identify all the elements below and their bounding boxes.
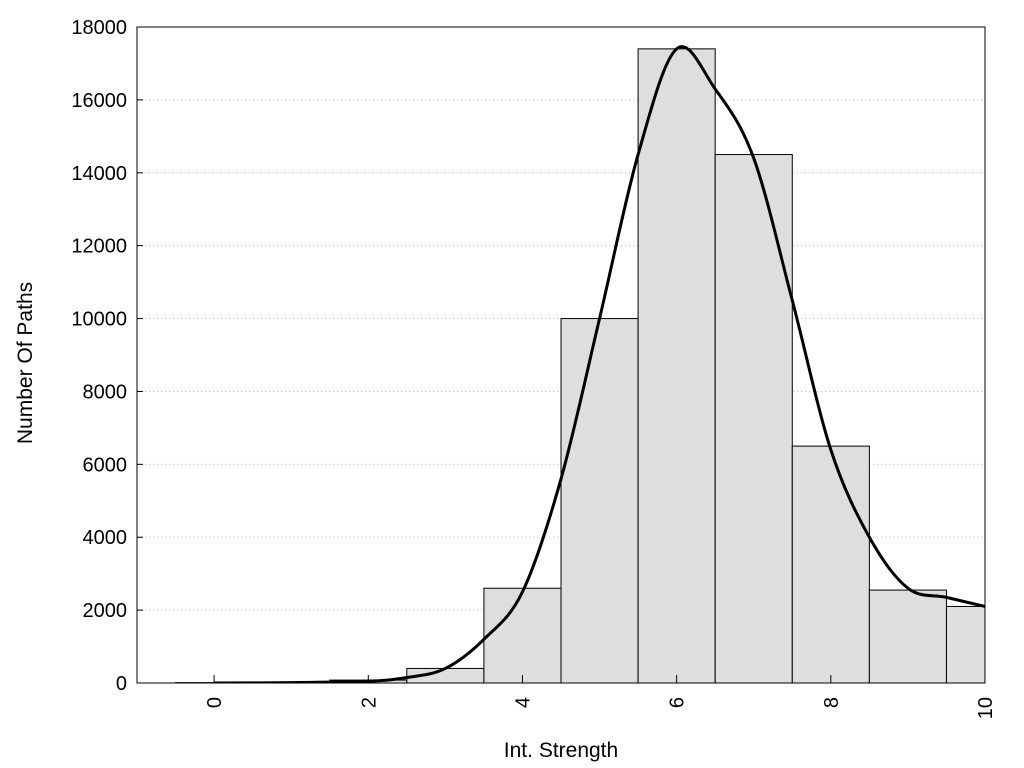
histogram-bar bbox=[483, 587, 562, 683]
curve-layer bbox=[214, 45, 985, 683]
histogram-bar bbox=[868, 589, 947, 683]
y-tick-label: 16000 bbox=[71, 90, 127, 112]
histogram-bar bbox=[560, 318, 639, 683]
x-tick-label: 2 bbox=[358, 697, 380, 708]
histogram-bar bbox=[714, 154, 793, 683]
y-tick-label: 8000 bbox=[83, 381, 128, 403]
y-tick-label: 0 bbox=[116, 673, 127, 695]
x-tick-label: 4 bbox=[512, 697, 534, 708]
x-axis-ticks: 0 2 4 6 8 10 bbox=[204, 675, 997, 719]
y-axis-label: Number Of Paths bbox=[14, 282, 37, 444]
histogram-bar bbox=[791, 445, 870, 683]
y-tick-label: 6000 bbox=[83, 454, 128, 476]
x-tick-label: 0 bbox=[204, 697, 226, 708]
plot-frame bbox=[136, 26, 986, 684]
x-axis-label: Int. Strength bbox=[504, 739, 618, 762]
y-tick-label: 12000 bbox=[71, 236, 127, 258]
y-tick-label: 14000 bbox=[71, 163, 127, 185]
y-tick-label: 4000 bbox=[83, 527, 128, 549]
y-axis-ticks: 0 2000 4000 6000 8000 10000 12000 14000 16000 180… bbox=[71, 17, 143, 695]
x-tick-label: 10 bbox=[975, 697, 997, 719]
x-tick-label: 6 bbox=[667, 697, 689, 708]
y-tick-label: 10000 bbox=[71, 309, 127, 331]
y-tick-label: 2000 bbox=[83, 600, 128, 622]
density-curve bbox=[214, 45, 985, 683]
histogram-bar bbox=[637, 48, 716, 683]
y-tick-label: 18000 bbox=[71, 17, 127, 39]
x-tick-label: 8 bbox=[821, 697, 843, 708]
bars-layer bbox=[175, 48, 985, 683]
